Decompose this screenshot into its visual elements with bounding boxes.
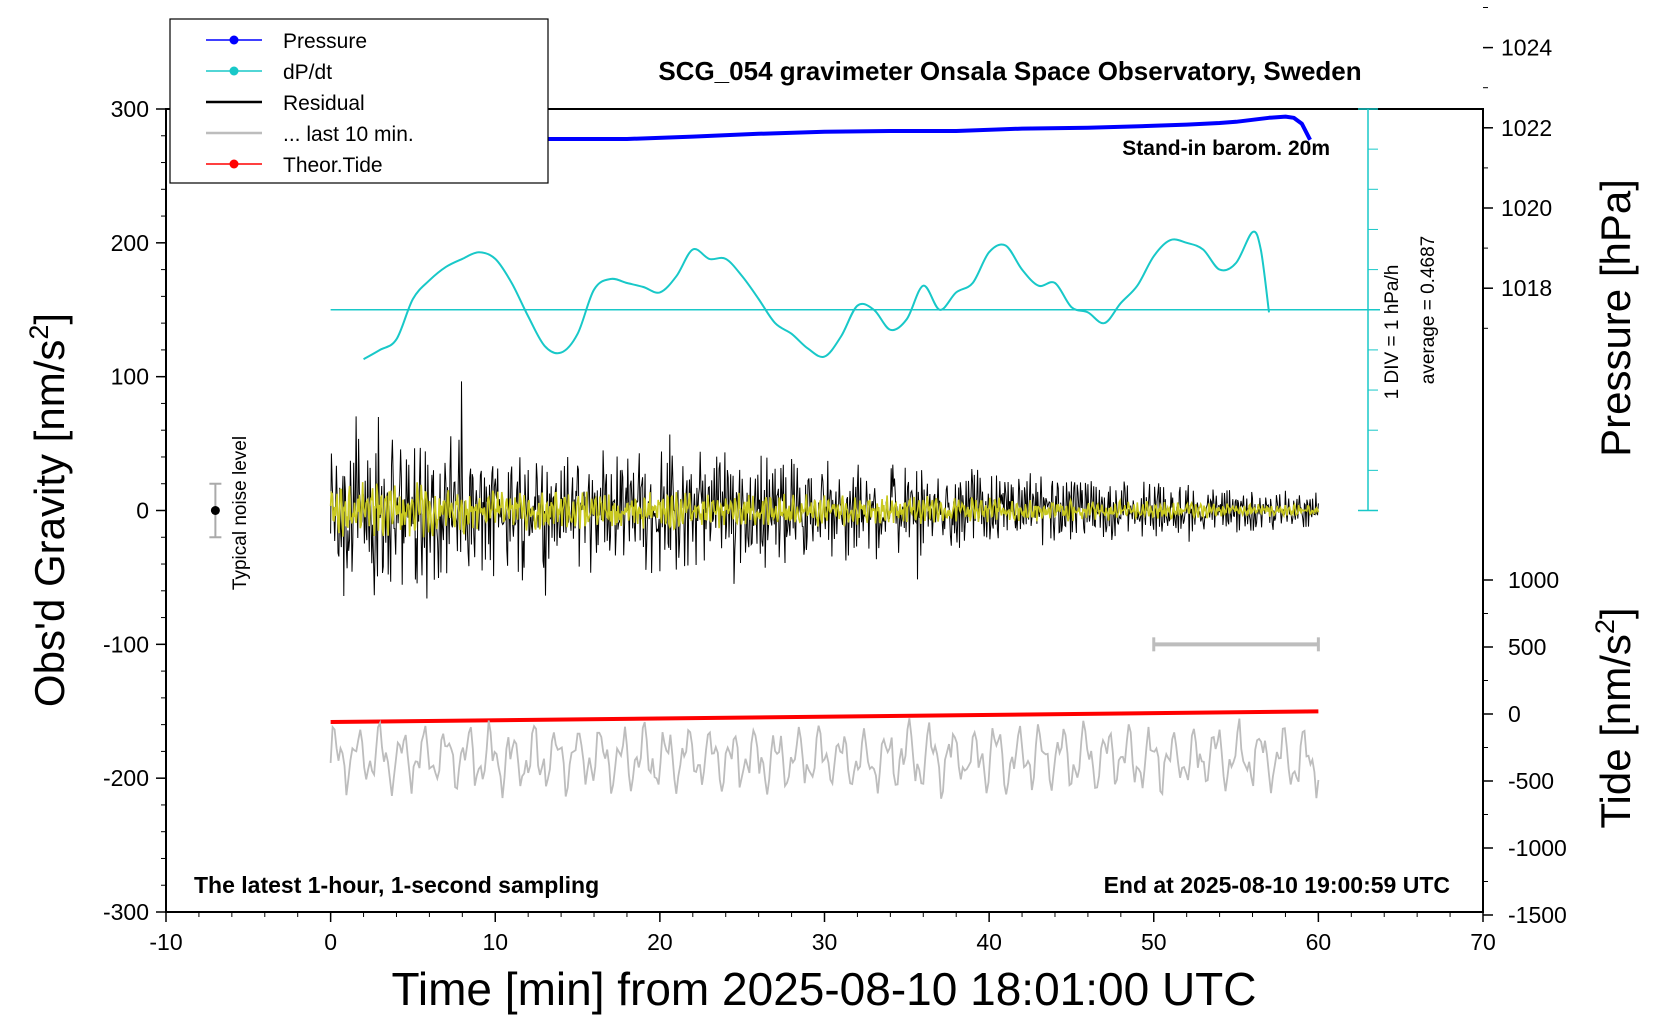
y-tick-label: -300 — [103, 899, 149, 925]
dpdt-average-label: average = 0.4687 — [1418, 236, 1439, 384]
y-tick-label: 0 — [136, 498, 149, 524]
residual-series-line — [330, 381, 1319, 599]
residual-smoothed-line — [329, 482, 1320, 538]
noise-level-label: Typical noise level — [230, 436, 251, 590]
tide-tick-label: -1000 — [1508, 835, 1567, 861]
pressure-tick-label: 1020 — [1501, 195, 1552, 221]
tide-tick-label: 0 — [1508, 701, 1521, 727]
legend-pressure-label: Pressure — [283, 30, 367, 53]
noise-bar-point — [210, 506, 220, 515]
y-tick-label: 300 — [111, 96, 149, 122]
x-tick-label: 50 — [1141, 929, 1167, 955]
y-tick-label: 200 — [111, 230, 149, 256]
x-tick-label: 40 — [976, 929, 1002, 955]
x-tick-label: 30 — [812, 929, 838, 955]
y-tick-label: -200 — [103, 765, 149, 791]
barometer-note: Stand-in barom. 20m — [1122, 137, 1330, 160]
pressure-tick-label: 1024 — [1501, 35, 1552, 61]
x-axis-title: Time [min] from 2025-08-10 18:01:00 UTC — [392, 963, 1257, 1015]
chart-title: SCG_054 gravimeter Onsala Space Observat… — [658, 56, 1361, 86]
legend-last10-label: ... last 10 min. — [283, 123, 414, 146]
legend: Pressure dP/dt Residual ... last 10 min.… — [169, 18, 549, 184]
dpdt-series-line — [363, 230, 1270, 361]
axes-layer: -10 0 10 20 30 40 50 60 70-300-200-1000100200300… — [103, 7, 1567, 955]
x-tick-label: 10 — [482, 929, 508, 955]
x-tick-label: 60 — [1306, 929, 1332, 955]
pressure-tick-label: 1022 — [1501, 115, 1552, 141]
legend-tide-label: Theor.Tide — [283, 154, 383, 177]
y-tick-label: 100 — [111, 364, 149, 390]
tide-series-line — [330, 709, 1319, 725]
bottom-right-note: End at 2025-08-10 19:00:59 UTC — [1104, 872, 1450, 898]
legend-tide-marker — [229, 159, 239, 169]
x-tick-label: -10 — [149, 929, 182, 955]
legend-dpdt-marker — [229, 66, 239, 76]
x-tick-label: 70 — [1470, 929, 1496, 955]
x-tick-label: 20 — [647, 929, 673, 955]
dpdt-scale-label: 1 DIV = 1 hPa/h — [1382, 265, 1403, 400]
pressure-axis-title: Pressure [hPa] — [1592, 179, 1639, 457]
left-axis-title: Obs'd Gravity [nm/s2] — [24, 313, 73, 707]
legend-dpdt-label: dP/dt — [283, 61, 332, 84]
last10-series-line — [329, 718, 1320, 799]
pressure-tick-label: 1018 — [1501, 275, 1552, 301]
tide-axis-title: Tide [nm/s2] — [1590, 607, 1639, 828]
legend-residual-label: Residual — [283, 92, 365, 115]
tide-tick-label: 500 — [1508, 634, 1546, 660]
x-tick-label: 0 — [324, 929, 337, 955]
tide-tick-label: 1000 — [1508, 567, 1559, 593]
tide-tick-label: -500 — [1508, 768, 1554, 794]
bottom-left-note: The latest 1-hour, 1-second sampling — [194, 872, 599, 898]
tide-tick-label: -1500 — [1508, 902, 1567, 928]
series-layer — [209, 114, 1380, 799]
y-tick-label: -100 — [103, 631, 149, 657]
legend-pressure-marker — [229, 35, 239, 45]
